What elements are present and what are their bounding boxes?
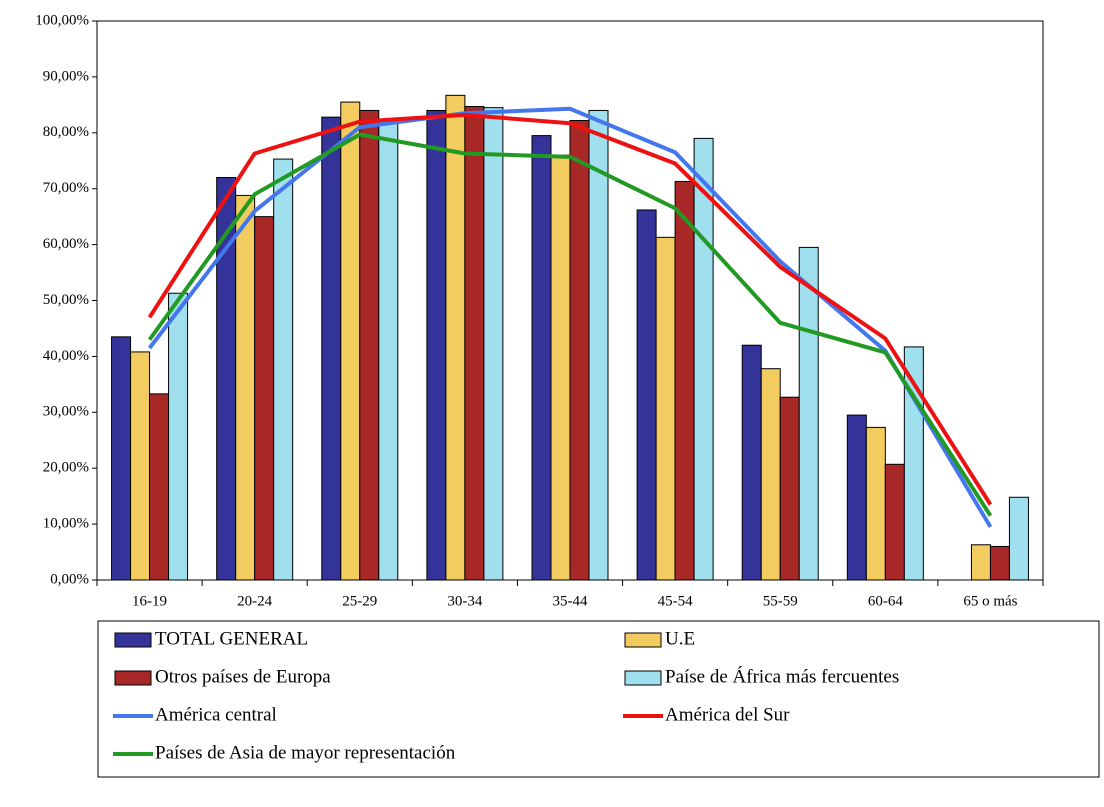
bar xyxy=(884,463,905,581)
bar xyxy=(340,101,361,581)
x-tick-label: 65 o más xyxy=(963,593,1017,609)
bar xyxy=(130,351,151,581)
y-tick-label: 70,00% xyxy=(43,180,89,196)
bar xyxy=(569,120,590,581)
bar xyxy=(321,116,342,581)
legend-label: América del Sur xyxy=(665,704,790,725)
bar xyxy=(254,216,275,581)
line xyxy=(147,132,993,517)
bar xyxy=(846,414,867,581)
y-tick-label: 0,00% xyxy=(50,571,89,587)
legend-label: Paíse de África más fercuentes xyxy=(665,665,899,687)
legend-swatch xyxy=(624,632,662,648)
bar xyxy=(359,109,380,581)
legend-label: U.E xyxy=(665,628,695,649)
bar xyxy=(693,137,714,581)
bar xyxy=(483,107,504,581)
legend-box xyxy=(97,620,1100,778)
bar xyxy=(588,109,609,581)
bar xyxy=(741,344,762,581)
x-tick-label: 30-34 xyxy=(447,593,482,609)
bar xyxy=(865,426,886,581)
y-tick-label: 90,00% xyxy=(43,68,89,84)
y-tick-label: 20,00% xyxy=(43,460,89,476)
bar xyxy=(378,121,399,581)
bar xyxy=(149,393,170,581)
bar xyxy=(531,135,552,581)
bar xyxy=(168,292,189,581)
bar xyxy=(426,109,447,581)
legend-label: Otros países de Europa xyxy=(155,666,331,687)
y-tick-label: 10,00% xyxy=(43,516,89,532)
legend-label: América central xyxy=(155,704,277,725)
bar xyxy=(636,209,657,581)
x-tick-label: 55-59 xyxy=(763,593,798,609)
x-tick-label: 16-19 xyxy=(132,593,167,609)
bar xyxy=(464,106,485,581)
bar xyxy=(273,158,294,581)
x-tick-label: 20-24 xyxy=(237,593,272,609)
legend-swatch xyxy=(114,632,152,648)
x-tick-label: 35-44 xyxy=(553,593,588,609)
y-tick-label: 80,00% xyxy=(43,124,89,140)
bar xyxy=(235,194,256,581)
bar xyxy=(111,336,132,581)
y-tick-label: 40,00% xyxy=(43,348,89,364)
x-tick-label: 45-54 xyxy=(658,593,693,609)
bar xyxy=(655,236,676,581)
bar xyxy=(674,180,695,581)
bar xyxy=(779,396,800,581)
bar xyxy=(1008,496,1029,581)
x-tick-label: 60-64 xyxy=(868,593,903,609)
bar xyxy=(445,94,466,581)
bar xyxy=(760,368,781,581)
bar xyxy=(970,544,991,581)
line xyxy=(147,106,993,528)
y-tick-label: 30,00% xyxy=(43,404,89,420)
bar xyxy=(798,246,819,581)
line xyxy=(147,112,993,506)
y-tick-label: 100,00% xyxy=(35,12,89,28)
legend-swatch xyxy=(624,670,662,686)
legend-label: Países de Asia de mayor representación xyxy=(155,742,456,763)
bar xyxy=(989,545,1010,581)
y-tick-label: 50,00% xyxy=(43,292,89,308)
y-tick-label: 60,00% xyxy=(43,236,89,252)
legend-label: TOTAL GENERAL xyxy=(155,628,308,649)
bar xyxy=(550,154,571,581)
x-tick-label: 25-29 xyxy=(342,593,377,609)
legend-swatch xyxy=(114,670,152,686)
